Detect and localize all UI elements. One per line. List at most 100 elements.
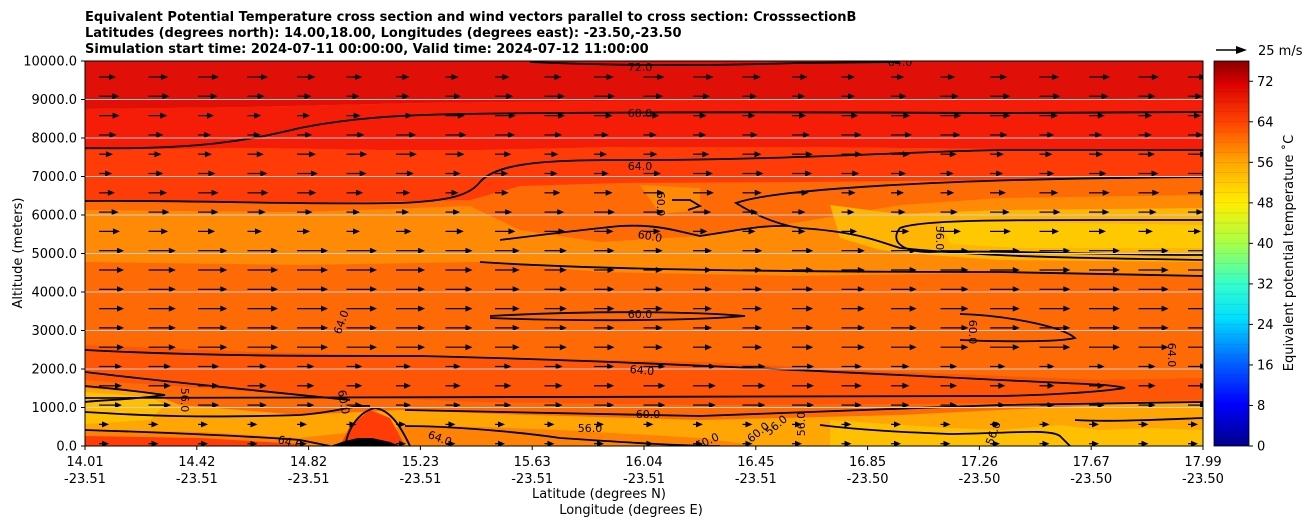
colorbar-tick-label: 64 (1257, 115, 1274, 130)
wind-arrow (1089, 93, 1109, 100)
wind-vectors (99, 74, 1203, 446)
wind-arrow (1188, 327, 1203, 329)
x-tick-label-lat: 14.82 (290, 455, 327, 470)
wind-arrow (792, 382, 815, 389)
wind-arrow (891, 131, 912, 138)
contour-label: 60.0 (966, 320, 979, 345)
wind-arrow (148, 112, 168, 119)
wind-arrow (1039, 189, 1059, 196)
wind-arrow (792, 402, 815, 409)
wind-arrow (99, 189, 115, 196)
contour-line (85, 149, 1203, 205)
band-66 (85, 147, 1203, 203)
colorbar-ticks: 0 8 16 24 32 40 48 56 64 72 (1249, 75, 1274, 455)
wind-reference-label: 25 m/s (1258, 44, 1303, 59)
wind-arrow (891, 112, 911, 119)
wind-arrow (1039, 112, 1059, 119)
contour-label: 60.0 (628, 308, 653, 321)
contour-label-text: 56.0 (795, 412, 808, 437)
wind-arrow (841, 170, 860, 177)
wind-arrow (297, 228, 311, 235)
wind-arrow (346, 228, 360, 235)
wind-arrow (891, 363, 910, 370)
colorbar-tick-label: 72 (1257, 75, 1274, 90)
chart-title-line-1: Equivalent Potential Temperature cross s… (85, 10, 856, 25)
wind-arrow (495, 305, 520, 312)
contour-line (85, 349, 1126, 399)
wind-arrow (643, 440, 654, 446)
wind-arrow (297, 170, 318, 177)
wind-arrow (247, 344, 279, 351)
wind-arrow (198, 93, 218, 100)
wind-arrow (247, 74, 268, 80)
wind-arrow (940, 112, 962, 119)
wind-arrow (594, 131, 609, 138)
wind-arrow (891, 286, 917, 293)
wind-arrow (544, 267, 567, 273)
wind-arrow (1089, 151, 1103, 158)
wind-arrow (643, 209, 664, 216)
contour-lines (85, 61, 1203, 446)
wind-arrow (693, 112, 707, 119)
wind-arrow (148, 363, 172, 370)
wind-arrow (495, 382, 512, 389)
wind-arrow (198, 402, 220, 409)
wind-arrow (792, 189, 809, 196)
plot-area: 72.0 68.0 64.0 60.0 60.0 60.0 64.0 60.0 64.0 60.0… (85, 61, 1203, 446)
wind-arrow (148, 267, 176, 273)
wind-arrow (643, 267, 663, 273)
wind-arrow (643, 421, 654, 428)
wind-arrow (990, 286, 1020, 293)
wind-arrow (841, 402, 862, 409)
wind-arrow (445, 112, 465, 119)
wind-arrow (841, 363, 862, 370)
wind-arrow (396, 305, 426, 312)
wind-arrow (891, 440, 901, 446)
wind-arrow (693, 209, 712, 216)
wind-arrow (99, 93, 120, 100)
wind-arrow (940, 93, 959, 100)
wind-arrow (1089, 286, 1120, 293)
colorbar-frame (1213, 60, 1250, 447)
contour-label-text: 56.0 (178, 388, 191, 413)
wind-arrow (891, 344, 917, 351)
wind-arrow (198, 305, 228, 312)
wind-arrow (99, 74, 116, 80)
wind-arrow (891, 170, 907, 177)
wind-arrow (990, 402, 1006, 409)
wind-arrow (643, 382, 666, 389)
wind-arrow (544, 189, 561, 196)
wind-arrow (643, 74, 665, 80)
wind-arrow (297, 382, 315, 389)
contour-line (1074, 417, 1203, 422)
wind-arrow (148, 440, 159, 446)
wind-arrow (247, 209, 266, 216)
wind-arrow (990, 131, 1008, 138)
wind-arrow (1188, 346, 1203, 348)
wind-arrow (396, 93, 410, 100)
x-tick-label-lon: -23.51 (511, 472, 553, 487)
wind-arrow (346, 363, 363, 370)
wind-arrow (841, 382, 862, 389)
x-tick-label-lon: -23.51 (735, 472, 777, 487)
wind-arrow (693, 189, 714, 196)
wind-arrow (297, 112, 311, 119)
wind-arrow (891, 421, 901, 428)
wind-arrow (99, 131, 117, 138)
wind-arrow (544, 228, 566, 235)
wind-arrow (198, 421, 208, 428)
wind-arrow (742, 440, 753, 446)
contour-line (479, 261, 1203, 277)
wind-arrow (594, 74, 614, 80)
wind-arrow (1039, 247, 1071, 254)
wind-arrow (198, 209, 219, 216)
y-tick-label: 7000.0 (32, 170, 78, 185)
contour-line (672, 199, 703, 211)
wind-arrow (396, 151, 417, 158)
wind-arrow (1039, 324, 1071, 331)
wind-arrow (247, 112, 262, 119)
wind-arrow (1188, 74, 1203, 80)
wind-arrow (247, 382, 267, 389)
wind-arrow (198, 131, 212, 138)
wind-arrow (940, 421, 951, 428)
